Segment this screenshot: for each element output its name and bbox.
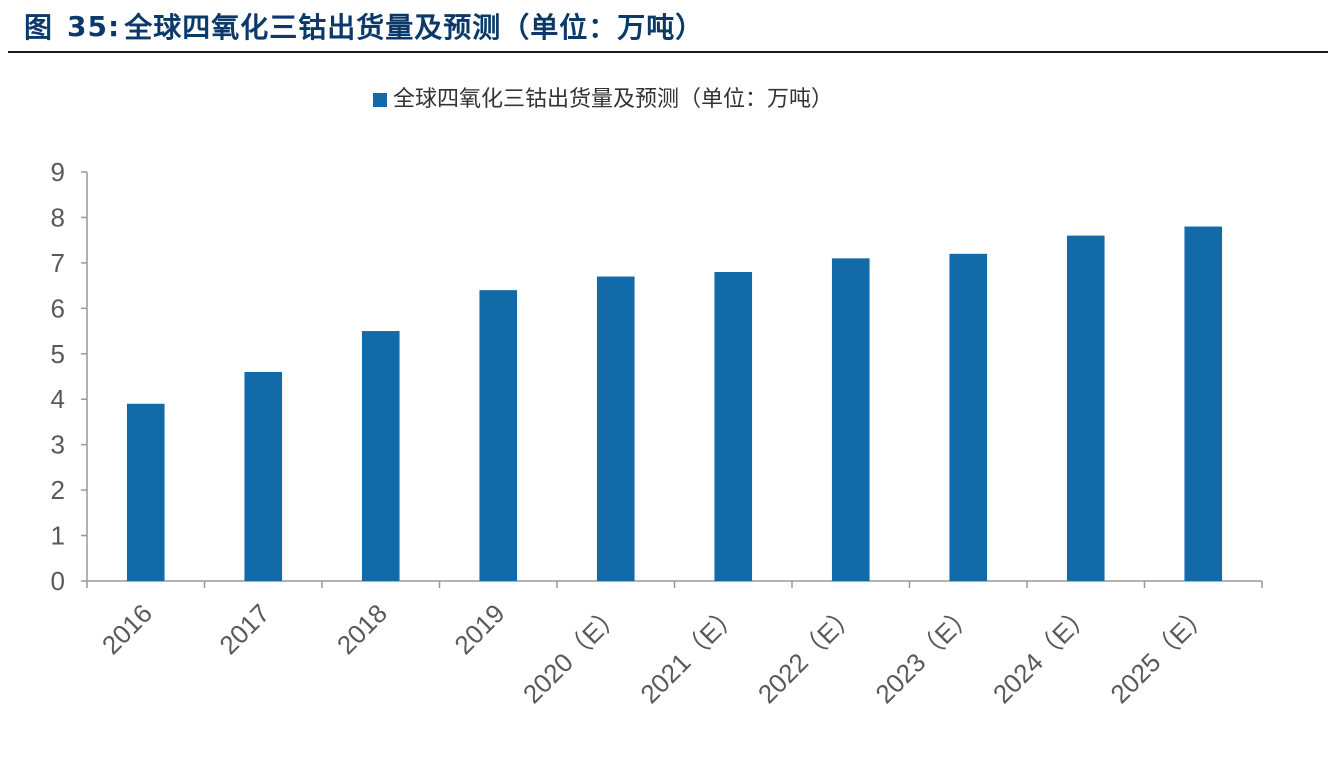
y-tick-label: 2: [51, 475, 65, 505]
x-tick-label: 2021（E）: [634, 598, 745, 709]
x-tick-label: 2017: [213, 598, 275, 660]
figure-title: 全球四氧化三钴出货量及预测（单位：万吨）: [124, 11, 705, 44]
y-tick-label: 6: [51, 293, 65, 323]
y-tick-label: 7: [51, 248, 65, 278]
y-tick-label: 8: [51, 202, 65, 232]
bar: [1184, 226, 1223, 582]
x-tick-label: 2025（E）: [1104, 598, 1215, 709]
bar: [831, 258, 870, 581]
x-tick-label: 2018: [331, 598, 393, 660]
legend-swatch: [373, 93, 387, 107]
legend-label: 全球四氧化三钴出货量及预测（单位：万吨）: [393, 86, 833, 111]
figure-number: 35:: [67, 9, 121, 43]
bar: [596, 276, 635, 581]
bar: [244, 371, 283, 581]
legend: 全球四氧化三钴出货量及预测（单位：万吨）: [373, 86, 833, 111]
bar: [949, 253, 988, 582]
bar: [361, 331, 400, 581]
bar-chart: 全球四氧化三钴出货量及预测（单位：万吨） 0 1 2 3 4 5 6 7 8 9 2016 2017…: [51, 86, 1263, 709]
y-tick-label: 3: [51, 430, 65, 460]
y-tick-label: 9: [51, 157, 65, 187]
chart-container: 全球四氧化三钴出货量及预测（单位：万吨） 0 1 2 3 4 5 6 7 8 9 2016 2017…: [0, 60, 1342, 754]
x-tick-label: 2024（E）: [987, 598, 1098, 709]
x-tick-label: 2023（E）: [869, 598, 980, 709]
x-tick-label: 2020（E）: [517, 598, 628, 709]
bar: [126, 403, 165, 581]
header-rule: [8, 51, 1328, 53]
bars: [126, 226, 1223, 582]
y-tick-label: 4: [51, 384, 65, 414]
figure-header: 图 35: 全球四氧化三钴出货量及预测（单位：万吨）: [24, 6, 1324, 46]
y-tick-label: 1: [51, 521, 65, 551]
y-tick-label: 0: [51, 566, 65, 596]
y-tick-label: 5: [51, 339, 65, 369]
bar: [479, 290, 518, 581]
y-axis: 0 1 2 3 4 5 6 7 8 9: [51, 157, 88, 596]
bar: [714, 271, 753, 581]
x-tick-label: 2019: [448, 598, 510, 660]
x-tick-label: 2016: [96, 598, 158, 660]
x-tick-label: 2022（E）: [752, 598, 863, 709]
x-axis: 2016 2017 2018 2019 2020（E） 2021（E） 2022（E） 202…: [86, 580, 1263, 709]
bar: [1066, 235, 1105, 581]
figure-prefix: 图: [24, 11, 54, 44]
